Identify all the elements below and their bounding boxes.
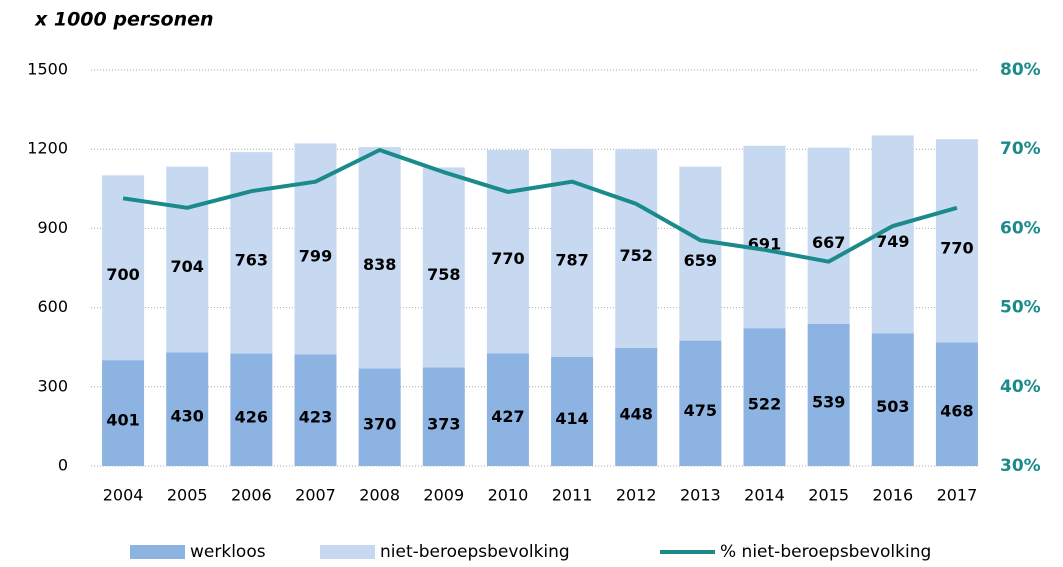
bar-segment bbox=[166, 166, 209, 353]
data-label: 770 bbox=[940, 238, 973, 257]
legend-label: werkloos bbox=[190, 542, 266, 562]
legend-label: % niet-beroepsbevolking bbox=[720, 542, 931, 562]
x-tick-label: 2017 bbox=[937, 486, 978, 505]
chart-title: x 1000 personen bbox=[34, 9, 214, 31]
bar-segment bbox=[294, 143, 337, 355]
bar-segment bbox=[935, 342, 978, 466]
data-label: 426 bbox=[235, 407, 268, 426]
y2-tick-label: 70% bbox=[1000, 139, 1041, 159]
data-label: 758 bbox=[427, 265, 460, 284]
data-label: 468 bbox=[940, 402, 973, 421]
data-label: 414 bbox=[555, 409, 588, 428]
bar-segment bbox=[743, 145, 786, 329]
bar-segment bbox=[486, 149, 529, 354]
data-label: 401 bbox=[106, 411, 139, 430]
x-tick-label: 2006 bbox=[231, 486, 272, 505]
y2-tick-label: 50% bbox=[1000, 298, 1041, 318]
y2-tick-label: 40% bbox=[1000, 377, 1041, 397]
y-tick-label: 1500 bbox=[27, 60, 68, 79]
bar-segment bbox=[807, 323, 850, 466]
data-label: 704 bbox=[171, 257, 204, 276]
x-tick-label: 2007 bbox=[295, 486, 336, 505]
bar-segment bbox=[551, 356, 594, 466]
bar-segment bbox=[422, 367, 465, 466]
x-tick-label: 2014 bbox=[744, 486, 785, 505]
x-tick-label: 2015 bbox=[808, 486, 849, 505]
bar-segment bbox=[935, 139, 978, 343]
x-tick-label: 2004 bbox=[103, 486, 144, 505]
data-label: 770 bbox=[491, 249, 524, 268]
data-label: 700 bbox=[106, 265, 139, 284]
data-label: 749 bbox=[876, 232, 909, 251]
y-tick-label: 300 bbox=[37, 376, 68, 395]
bar-segment bbox=[615, 149, 658, 348]
x-tick-label: 2005 bbox=[167, 486, 208, 505]
data-label: 787 bbox=[555, 250, 588, 269]
data-label: 659 bbox=[684, 251, 717, 270]
data-label: 503 bbox=[876, 397, 909, 416]
bar-segment bbox=[615, 347, 658, 466]
x-tick-label: 2016 bbox=[872, 486, 913, 505]
legend-swatch bbox=[320, 545, 375, 559]
x-tick-label: 2009 bbox=[423, 486, 464, 505]
data-label: 373 bbox=[427, 414, 460, 433]
y-tick-label: 900 bbox=[37, 218, 68, 237]
data-label: 838 bbox=[363, 255, 396, 274]
bar-segment bbox=[743, 328, 786, 466]
bar-segment bbox=[807, 147, 850, 324]
x-tick-label: 2011 bbox=[552, 486, 593, 505]
bar-segment bbox=[422, 167, 465, 368]
data-label: 427 bbox=[491, 407, 524, 426]
bar-segment bbox=[358, 368, 401, 466]
bar-segment bbox=[679, 340, 722, 466]
y-tick-label: 1200 bbox=[27, 139, 68, 158]
bar-segment bbox=[294, 354, 337, 466]
bar-segment bbox=[486, 353, 529, 466]
y-tick-label: 600 bbox=[37, 297, 68, 316]
x-tick-label: 2013 bbox=[680, 486, 721, 505]
bar-segment bbox=[166, 352, 209, 466]
data-label: 430 bbox=[171, 407, 204, 426]
bar-segment bbox=[230, 152, 273, 354]
data-label: 667 bbox=[812, 233, 845, 252]
x-tick-label: 2008 bbox=[359, 486, 400, 505]
data-label: 539 bbox=[812, 392, 845, 411]
data-label: 448 bbox=[620, 404, 653, 423]
bar-segment bbox=[230, 353, 273, 466]
bar-segment bbox=[679, 166, 722, 341]
y2-tick-label: 60% bbox=[1000, 218, 1041, 238]
data-label: 370 bbox=[363, 415, 396, 434]
x-tick-label: 2012 bbox=[616, 486, 657, 505]
data-label: 763 bbox=[235, 250, 268, 269]
y2-tick-label: 30% bbox=[1000, 456, 1041, 476]
bar-segment bbox=[358, 147, 401, 369]
y-tick-label: 0 bbox=[58, 456, 68, 475]
y2-tick-label: 80% bbox=[1000, 60, 1041, 80]
data-label: 475 bbox=[684, 401, 717, 420]
line bbox=[122, 147, 958, 264]
legend-swatch bbox=[130, 545, 185, 559]
bar-segment bbox=[871, 333, 914, 466]
data-label: 799 bbox=[299, 246, 332, 265]
bar-segment bbox=[102, 175, 145, 361]
data-label: 752 bbox=[620, 246, 653, 265]
x-tick-label: 2010 bbox=[488, 486, 529, 505]
data-label: 522 bbox=[748, 395, 781, 414]
bar-segment bbox=[102, 360, 145, 466]
legend-label: niet-beroepsbevolking bbox=[380, 542, 570, 562]
data-label: 423 bbox=[299, 408, 332, 427]
